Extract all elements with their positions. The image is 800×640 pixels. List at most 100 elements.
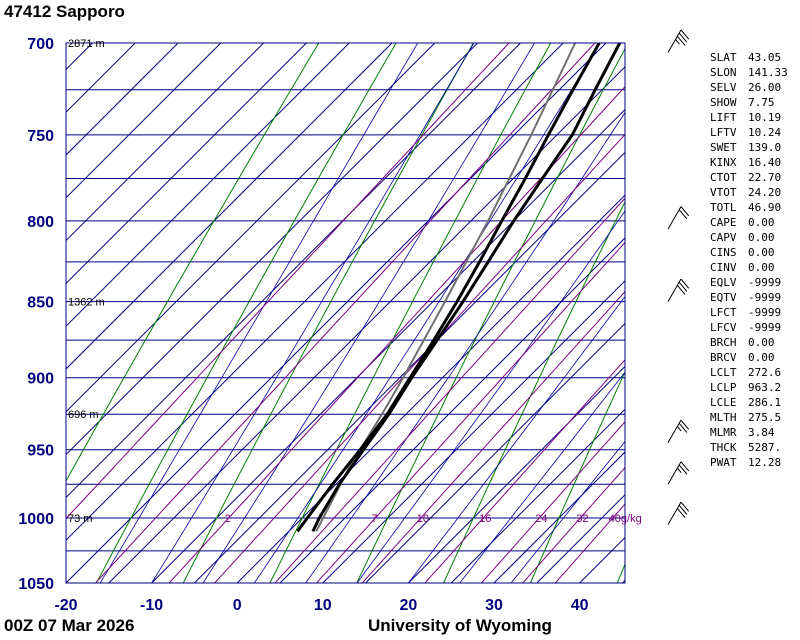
index-value: 24.20 — [748, 186, 782, 199]
temperature-tick-label: 20 — [400, 597, 418, 614]
wind-barb — [667, 29, 690, 53]
index-name: TOTL — [710, 201, 737, 214]
index-value: 0.00 — [748, 336, 775, 349]
index-value: -9999 — [748, 276, 782, 289]
isotherm-line — [66, 43, 521, 499]
moist-adiabat-line — [408, 295, 625, 583]
index-row: MLTH 275.5 — [710, 410, 788, 425]
pressure-tick-label: 850 — [27, 295, 54, 312]
isotherm-line — [365, 322, 625, 583]
wind-barb-staff — [667, 419, 682, 443]
index-name: LCLT — [710, 366, 737, 379]
index-row: SWET 139.0 — [710, 140, 788, 155]
index-row: PWAT 12.28 — [710, 455, 788, 470]
dry-adiabat-line — [356, 47, 625, 583]
index-name: MLTH — [710, 411, 737, 424]
mixing-ratio-line — [361, 290, 625, 583]
index-row: LFTV 10.24 — [710, 125, 788, 140]
wind-barb-flag — [676, 467, 682, 474]
dry-adiabat-line — [95, 43, 397, 583]
wind-barb-flag — [680, 29, 690, 40]
mixing-ratio-line — [66, 43, 510, 520]
index-name: BRCV — [710, 351, 737, 364]
index-row: KINX 16.40 — [710, 155, 788, 170]
pressure-tick-label: 950 — [27, 443, 54, 460]
pressure-tick-label: 1000 — [18, 511, 54, 528]
index-row: CAPE 0.00 — [710, 215, 788, 230]
index-row: SLON 141.33 — [710, 65, 788, 80]
index-row: LCLE 286.1 — [710, 395, 788, 410]
wind-barb-flag — [678, 209, 688, 220]
wind-barb-flag — [676, 508, 686, 518]
index-name: LIFT — [710, 111, 737, 124]
pressure-tick-label: 800 — [27, 214, 54, 231]
mixing-ratio-label: 7 — [371, 513, 377, 525]
index-row: CAPV 0.00 — [710, 230, 788, 245]
dry-adiabat-line — [66, 43, 320, 482]
index-value: 46.90 — [748, 201, 782, 214]
index-value: 0.00 — [748, 216, 775, 229]
isotherm-line — [279, 237, 625, 583]
mixing-ratio-label: 40g/kg — [609, 513, 642, 525]
isotherm-line — [0, 43, 7, 583]
mixing-ratio-label: 10 — [417, 513, 429, 525]
wind-barb-flag — [676, 426, 682, 432]
isotherm-line — [194, 151, 625, 583]
index-value: 0.00 — [748, 231, 775, 244]
index-value: 10.19 — [748, 111, 782, 124]
moist-adiabat-line — [356, 210, 625, 583]
index-row: VTOT 24.20 — [710, 185, 788, 200]
wind-barb-flag — [680, 278, 690, 289]
isotherm-line — [66, 43, 607, 583]
wind-barb-flag — [676, 285, 686, 295]
index-value: 7.75 — [748, 96, 775, 109]
wind-barb-staff — [667, 29, 682, 53]
index-name: SELV — [710, 81, 737, 94]
index-name: CINS — [710, 246, 737, 259]
index-name: EQLV — [710, 276, 737, 289]
mixing-ratio-label: 16 — [479, 513, 491, 525]
dewpoint-trace — [296, 43, 601, 533]
wind-barb-staff — [667, 461, 682, 485]
index-value: 10.24 — [748, 126, 782, 139]
index-value: -9999 — [748, 291, 782, 304]
index-value: 272.6 — [748, 366, 782, 379]
moist-adiabat-line — [459, 371, 625, 583]
mixing-ratio-label: 2 — [225, 513, 231, 525]
temperature-tick-label: -20 — [54, 597, 77, 614]
wind-barb-flag — [678, 422, 688, 433]
moist-adiabat-line — [151, 43, 475, 583]
isotherm-line — [66, 43, 179, 156]
wind-barb — [667, 278, 690, 302]
wind-barb-staff — [667, 206, 682, 230]
height-label: 2871 m — [68, 38, 105, 50]
index-value: 3.84 — [748, 426, 775, 439]
index-value: -9999 — [748, 321, 782, 334]
index-row: SHOW 7.75 — [710, 95, 788, 110]
index-name: BRCH — [710, 336, 737, 349]
wind-barb — [667, 461, 690, 485]
plot-frame — [65, 42, 626, 584]
temperature-tick-label: 30 — [485, 597, 503, 614]
wind-barb-flag — [678, 504, 688, 515]
index-name: MLMR — [710, 426, 737, 439]
mixing-ratio-line — [168, 86, 625, 583]
index-name: CINV — [710, 261, 737, 274]
index-row: EQLV -9999 — [710, 275, 788, 290]
index-value: 12.28 — [748, 456, 782, 469]
isotherm-line — [66, 43, 436, 413]
index-row: LIFT 10.19 — [710, 110, 788, 125]
index-value: 275.5 — [748, 411, 782, 424]
indices-panel: SLAT 43.05 SLON 141.33 SELV 26.00 SHOW 7.75 LIFT… — [710, 50, 788, 470]
index-row: BRCV 0.00 — [710, 350, 788, 365]
wind-barb — [667, 419, 690, 443]
wind-barb-flag — [678, 464, 688, 475]
isotherm-line — [450, 408, 625, 583]
index-row: BRCH 0.00 — [710, 335, 788, 350]
wind-barb-flag — [680, 501, 690, 512]
isotherm-line — [0, 43, 50, 583]
mixing-ratio-line — [554, 503, 625, 583]
wind-barb-flag — [678, 281, 688, 292]
pressure-tick-label: 1050 — [18, 576, 54, 593]
